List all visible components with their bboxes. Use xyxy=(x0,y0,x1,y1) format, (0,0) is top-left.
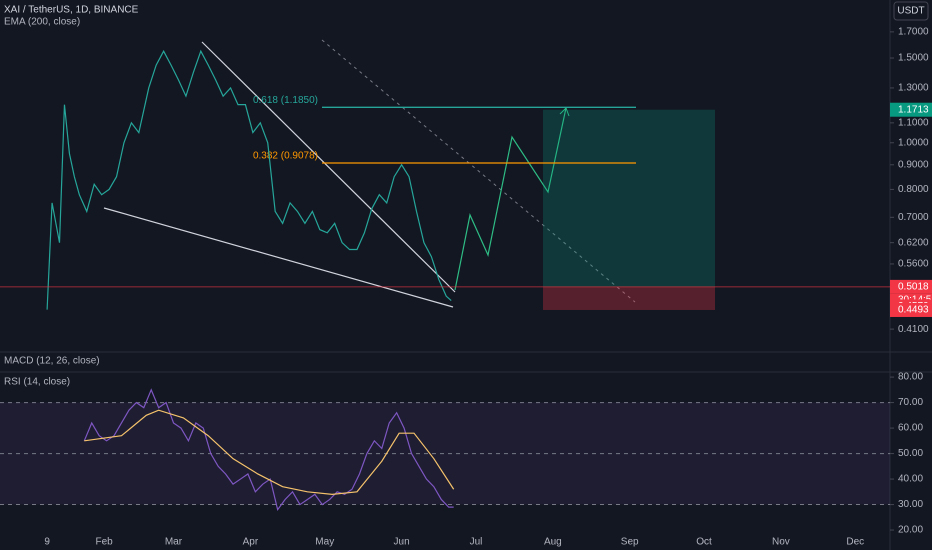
y-tick-label: 0.9000 xyxy=(898,159,929,170)
trendline xyxy=(201,41,456,293)
y-tick-label: 1.0000 xyxy=(898,137,929,148)
y-tick-label: 0.5600 xyxy=(898,259,929,270)
target-zone xyxy=(543,109,715,287)
y-tick-label: 80.00 xyxy=(898,372,923,383)
y-tick-label: 1.5000 xyxy=(898,53,929,64)
currency-button[interactable] xyxy=(893,1,929,21)
price-tag xyxy=(890,302,932,317)
fib-label: 0.618 (1.1850) xyxy=(253,95,318,106)
y-tick-label: 1.1000 xyxy=(898,117,929,128)
rsi-band xyxy=(0,402,890,505)
rsi-line xyxy=(83,388,454,512)
x-tick-label: 9 xyxy=(44,537,50,548)
rsi-label: RSI (14, close) xyxy=(4,377,70,388)
symbol-title: XAI / TetherUS, 1D, BINANCE xyxy=(4,5,139,16)
y-tick-label: 0.7000 xyxy=(898,212,929,223)
price-tag-label: 0.4493 xyxy=(898,305,929,316)
arrow-head xyxy=(559,107,570,117)
fib-label: 0.382 (0.9078) xyxy=(253,151,318,162)
x-tick-label: Mar xyxy=(165,537,183,548)
y-tick-label: 0.4100 xyxy=(898,324,929,335)
macd-label: MACD (12, 26, close) xyxy=(4,356,100,367)
price-tag xyxy=(890,279,932,294)
y-tick-label: 1.3000 xyxy=(898,83,929,94)
drawings xyxy=(103,39,715,310)
y-tick-label: 30.00 xyxy=(898,499,923,510)
price-tag-label: 0.5018 xyxy=(898,282,929,293)
trendline xyxy=(103,207,454,308)
rsi-line xyxy=(84,409,455,495)
y-tick-label: 1.7000 xyxy=(898,27,929,38)
x-tick-label: Aug xyxy=(544,537,562,548)
price-tag xyxy=(890,102,932,117)
y-tick-label: 40.00 xyxy=(898,474,923,485)
x-tick-label: Sep xyxy=(621,537,639,548)
price-tag-label: 1.1713 xyxy=(898,104,929,115)
y-tick-label: 60.00 xyxy=(898,423,923,434)
y-tick-label: 0.8000 xyxy=(898,184,929,195)
currency[interactable]: USDT xyxy=(897,6,924,17)
x-tick-label: Nov xyxy=(772,537,790,548)
x-tick-label: Feb xyxy=(96,537,114,548)
x-tick-label: Jun xyxy=(394,537,410,548)
x-tick-label: Apr xyxy=(243,537,259,548)
indicator-label: EMA (200, close) xyxy=(4,17,80,28)
x-tick-label: May xyxy=(315,537,334,548)
dotted-line xyxy=(321,39,636,303)
y-tick-label: 20.00 xyxy=(898,525,923,536)
y-tick-label: 0.6200 xyxy=(898,237,929,248)
stop-zone xyxy=(543,286,715,310)
y-tick-label: 50.00 xyxy=(898,448,923,459)
x-tick-label: Dec xyxy=(846,537,864,548)
projection-path xyxy=(454,107,567,291)
x-tick-label: Oct xyxy=(696,537,712,548)
x-tick-label: Jul xyxy=(470,537,483,548)
y-tick-label: 70.00 xyxy=(898,397,923,408)
price-line xyxy=(46,49,452,310)
